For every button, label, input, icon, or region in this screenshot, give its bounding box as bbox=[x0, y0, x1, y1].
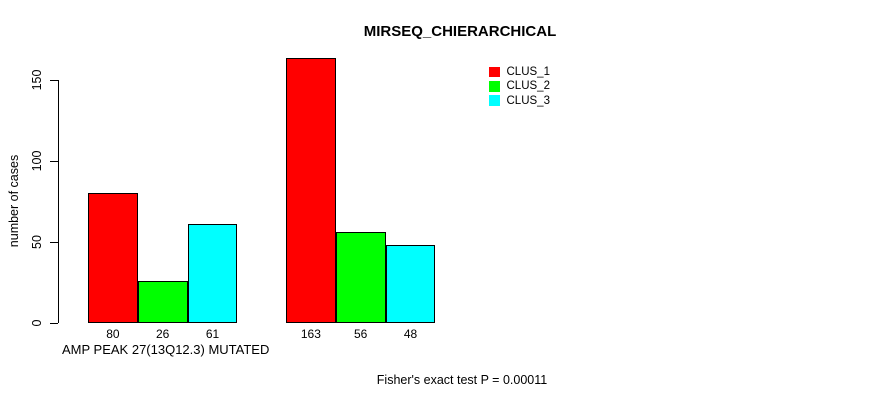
legend-item-clus_3: CLUS_3 bbox=[489, 95, 550, 107]
bar-clus_3-group1 bbox=[187, 223, 238, 323]
y-tick-label: 50 bbox=[30, 234, 44, 249]
bar-value-label: 80 bbox=[106, 327, 120, 341]
bar-clus_2-group1 bbox=[137, 280, 188, 323]
bar-clus_3-group2 bbox=[385, 245, 436, 323]
y-axis-label: number of cases bbox=[7, 154, 21, 248]
legend-item-clus_1: CLUS_1 bbox=[489, 66, 550, 78]
y-tick-label: 150 bbox=[30, 69, 44, 90]
bar-value-label: 56 bbox=[354, 327, 368, 341]
y-axis-line bbox=[58, 79, 59, 323]
legend-swatch-clus_2 bbox=[489, 81, 500, 92]
y-axis-tick bbox=[50, 79, 58, 81]
y-tick-label: 0 bbox=[30, 319, 44, 327]
y-axis-tick bbox=[50, 160, 58, 162]
bar-value-label: 48 bbox=[403, 327, 418, 341]
bar-value-label: 61 bbox=[205, 327, 220, 341]
x-axis-label: AMP PEAK 27(13Q12.3) MUTATED bbox=[62, 342, 270, 357]
bar-clus_2-group2 bbox=[335, 232, 386, 323]
legend-label: CLUS_1 bbox=[506, 66, 550, 78]
y-tick-label: 100 bbox=[30, 150, 44, 172]
bar-clus_1-group2 bbox=[286, 58, 336, 323]
bar-value-label: 26 bbox=[156, 327, 170, 341]
legend-swatch-clus_3 bbox=[489, 95, 500, 106]
legend-item-clus_2: CLUS_2 bbox=[489, 80, 550, 92]
y-axis-tick bbox=[50, 241, 58, 243]
bar-value-label: 163 bbox=[300, 327, 321, 341]
stat-annotation: Fisher's exact test P = 0.00011 bbox=[376, 373, 548, 387]
y-axis-tick bbox=[50, 323, 58, 324]
legend-label: CLUS_2 bbox=[506, 80, 550, 93]
legend-swatch-clus_1 bbox=[489, 66, 500, 78]
legend-label: CLUS_3 bbox=[506, 94, 550, 107]
bar-clus_1-group1 bbox=[88, 193, 138, 323]
chart-title: MIRSEQ_CHIERARCHICAL bbox=[363, 23, 557, 40]
